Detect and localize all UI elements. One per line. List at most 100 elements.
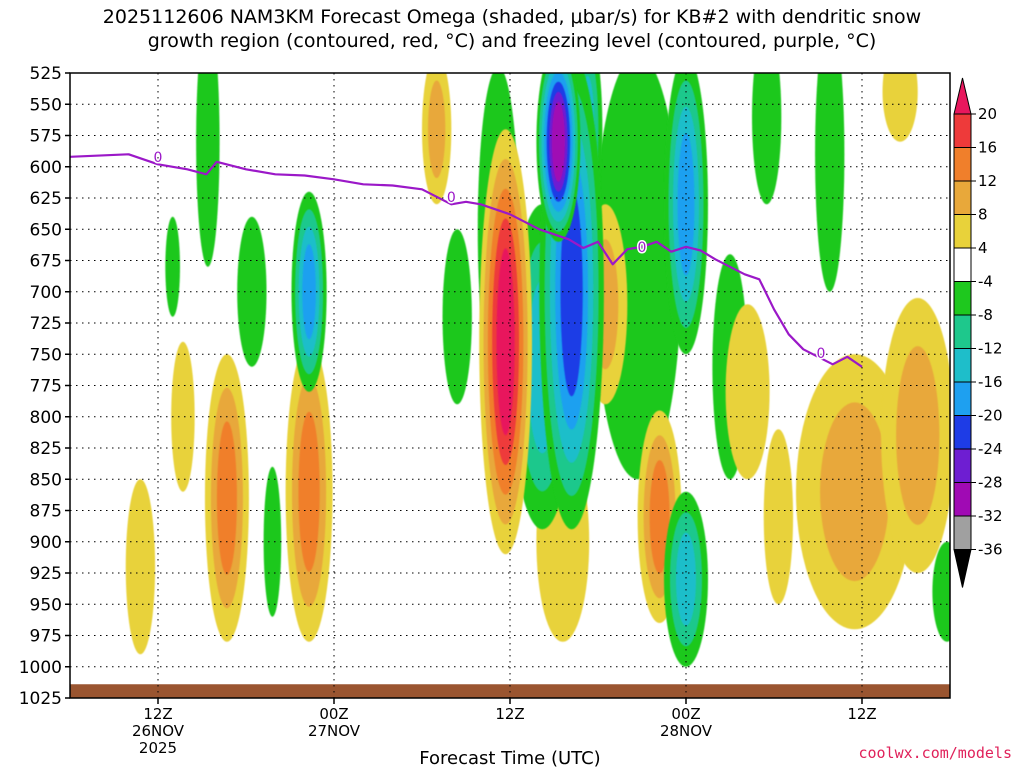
sinking-omega-feature	[815, 73, 845, 292]
rising-omega-feature	[881, 298, 950, 573]
y-tick-label: 1025	[19, 689, 62, 709]
colorbar-segment	[953, 214, 972, 249]
colorbar-label: -28	[978, 474, 1003, 492]
omega-contour-fill	[442, 229, 472, 405]
colorbar-label: 20	[978, 105, 997, 123]
colorbar-label: -16	[978, 373, 1003, 391]
x-axis-label: Forecast Time (UTC)	[419, 748, 600, 768]
y-tick-label: 950	[30, 595, 62, 615]
colorbar-label: 8	[978, 206, 988, 224]
colorbar-segment	[953, 348, 972, 383]
chart-title-line-2: growth region (contoured, red, °C) and f…	[147, 30, 877, 52]
x-tick-label: 12Z	[847, 705, 876, 723]
colorbar-segment	[953, 381, 972, 416]
colorbar-segment	[953, 247, 972, 282]
y-tick-label: 900	[30, 533, 62, 553]
rising-omega-feature	[204, 354, 249, 642]
x-tick-label: 00Z	[671, 705, 700, 723]
colorbar-bottom-arrow	[953, 549, 972, 588]
y-tick-label: 750	[30, 345, 62, 365]
colorbar-label: -20	[978, 407, 1003, 425]
y-tick-label: 575	[30, 127, 62, 147]
sinking-omega-feature	[664, 73, 708, 355]
omega-contour-fill	[676, 532, 696, 626]
colorbar-label: -36	[978, 541, 1003, 559]
rising-omega-feature	[763, 429, 794, 605]
omega-contour-fill	[725, 304, 770, 480]
y-tick-label: 775	[30, 377, 62, 397]
y-tick-label: 800	[30, 408, 62, 428]
freezing-level-label: 0	[447, 190, 456, 206]
y-tick-label: 725	[30, 314, 62, 334]
sinking-omega-feature	[752, 73, 782, 205]
omega-contour-fill	[815, 73, 845, 292]
colorbar-label: 12	[978, 172, 997, 190]
omega-contour-fill	[428, 80, 446, 178]
sinking-omega-feature	[932, 541, 950, 642]
colorbar-label: 4	[978, 239, 988, 257]
omega-contour-fill	[298, 411, 320, 572]
sinking-omega-feature	[442, 229, 472, 405]
sinking-omega-feature	[237, 216, 267, 367]
y-tick-label: 525	[30, 64, 62, 84]
sinking-omega-feature	[165, 216, 181, 317]
colorbar-label: -12	[978, 340, 1003, 358]
rising-omega-feature	[285, 341, 333, 642]
omega-contour-fill	[496, 248, 515, 436]
sinking-omega-feature	[263, 466, 282, 617]
y-tick-label: 875	[30, 502, 62, 522]
freezing-level-label: 0	[816, 346, 825, 362]
omega-contour-fill	[165, 216, 181, 317]
x-tick-label: 28NOV	[660, 722, 713, 740]
rising-omega-feature	[422, 73, 452, 205]
omega-contour-fill	[302, 244, 316, 340]
sinking-omega-feature	[536, 73, 581, 242]
colorbar-top-arrow	[953, 77, 972, 115]
sinking-omega-feature	[196, 73, 220, 267]
colorbar-segment	[953, 113, 972, 148]
y-tick-label: 975	[30, 627, 62, 647]
y-tick-label: 700	[30, 283, 62, 303]
y-tick-label: 925	[30, 564, 62, 584]
x-tick-label: 2025	[139, 739, 177, 757]
colorbar: 20 16 12 8 4 -4 -8 -12 -16 -20 -24 -28 -32 -36	[953, 77, 1003, 588]
omega-contour-fill	[677, 133, 695, 276]
freezing-level-contour: 0 0 0 0	[70, 148, 863, 368]
colorbar-label: -32	[978, 507, 1003, 525]
omega-contour-fill	[752, 73, 782, 205]
freezing-level-line	[70, 153, 863, 368]
colorbar-segment	[953, 415, 972, 450]
omega-contour-fill	[820, 402, 890, 582]
omega-contour-fill	[196, 73, 220, 267]
colorbar-segment	[953, 515, 972, 550]
x-tick-label: 12Z	[495, 705, 524, 723]
y-tick-label: 825	[30, 439, 62, 459]
x-tick-label: 12Z	[143, 705, 172, 723]
omega-contour-fill	[237, 216, 267, 367]
colorbar-segment	[953, 482, 972, 517]
colorbar-segment	[953, 147, 972, 182]
freezing-level-label: 0	[638, 240, 647, 256]
chart-title-line-1: 2025112606 NAM3KM Forecast Omega (shaded…	[102, 6, 922, 28]
omega-contour-fill	[763, 429, 794, 605]
y-tick-label: 600	[30, 158, 62, 178]
omega-contour-fill	[896, 346, 940, 525]
y-axis-ticks: 525 550 575 600 625 650 675 700 725 750 775 800 825 8…	[19, 64, 70, 709]
omega-contour-fill	[551, 101, 565, 182]
colorbar-label: -8	[978, 306, 993, 324]
omega-contour-fill	[649, 460, 670, 574]
colorbar-segment	[953, 448, 972, 483]
x-tick-label: 00Z	[319, 705, 348, 723]
omega-contour-fill	[263, 466, 282, 617]
rising-omega-feature	[171, 341, 195, 492]
freezing-level-label: 0	[154, 150, 163, 166]
colorbar-segment	[953, 314, 972, 349]
colorbar-segment	[953, 180, 972, 215]
y-tick-label: 625	[30, 189, 62, 209]
omega-contour-fill	[932, 541, 950, 642]
rising-omega-feature	[725, 304, 770, 480]
omega-contour-fill	[882, 73, 918, 142]
y-tick-label: 675	[30, 252, 62, 272]
